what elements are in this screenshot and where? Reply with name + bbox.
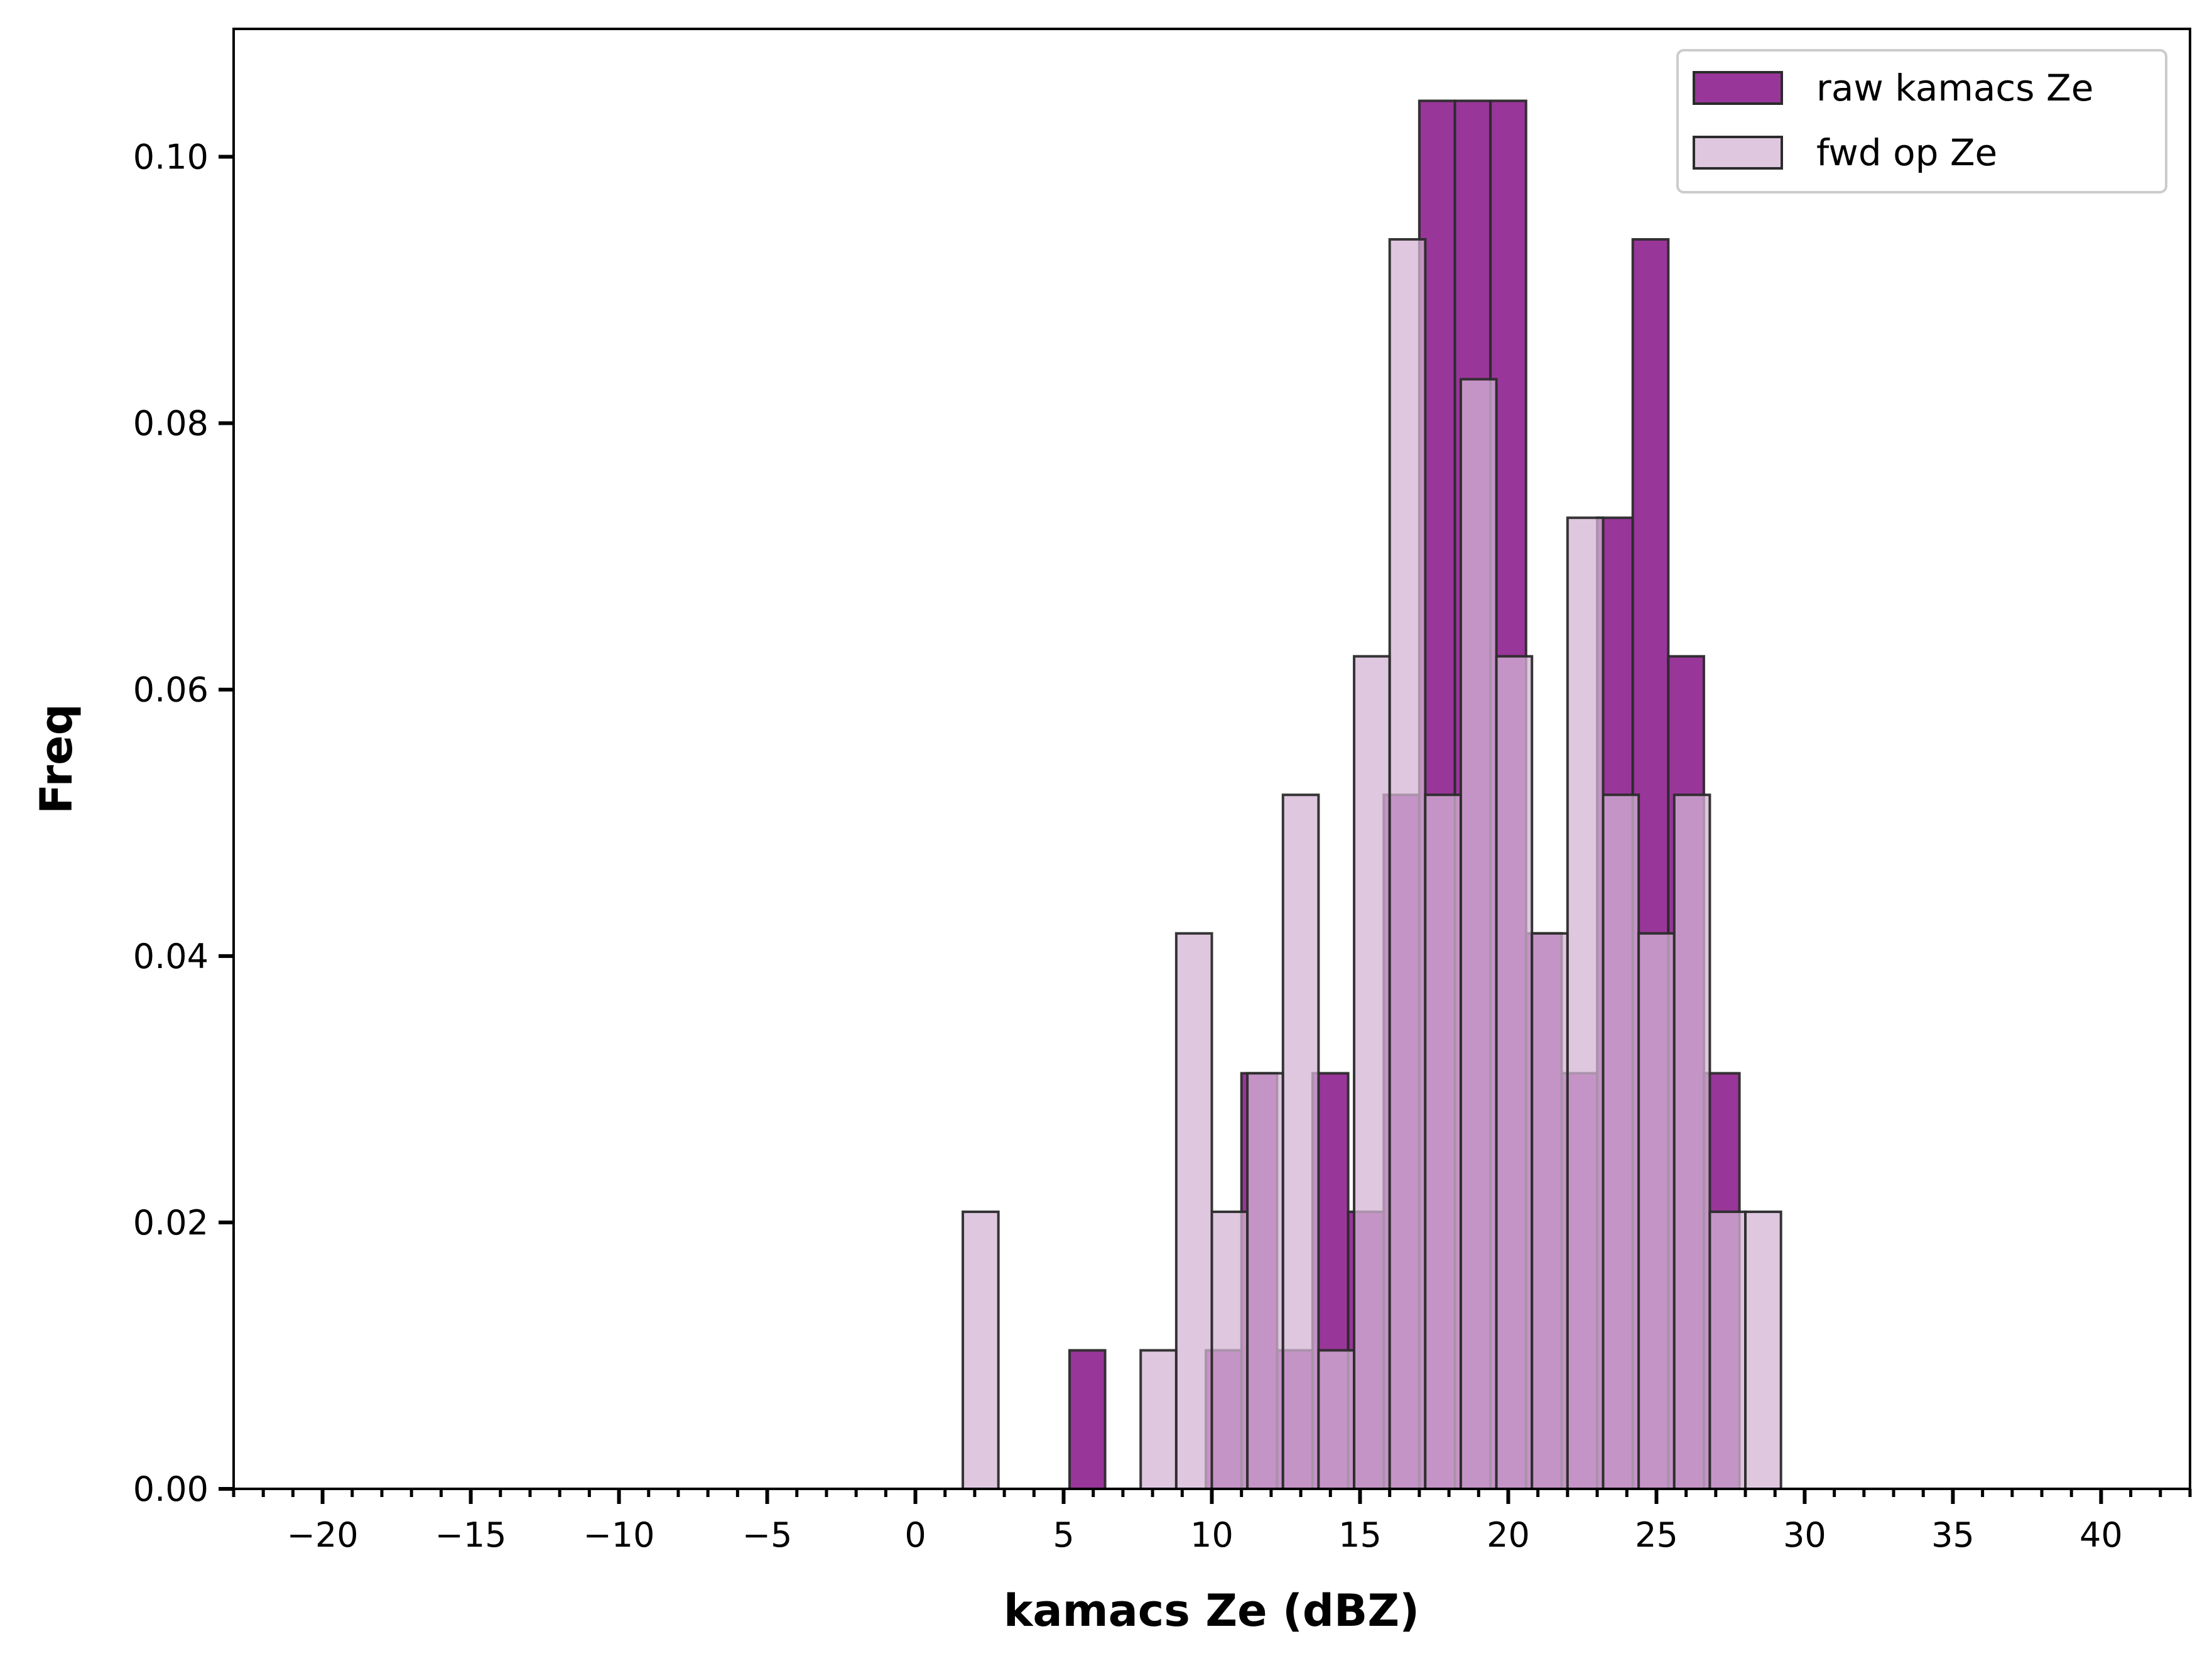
- histogram-bar: [1353, 655, 1391, 1490]
- histogram-bar: [1566, 516, 1605, 1491]
- histogram-bar: [1246, 1072, 1284, 1490]
- histogram-bar: [1708, 1210, 1747, 1490]
- y-tick-label: 0.00: [133, 1469, 209, 1509]
- x-tick-label: −5: [742, 1515, 793, 1555]
- histogram-bar: [1210, 1210, 1249, 1490]
- x-tick-label: 15: [1338, 1515, 1382, 1555]
- legend-swatch-raw-kamacs-ze: [1693, 71, 1783, 105]
- y-tick-label: 0.06: [133, 670, 209, 710]
- histogram-bar: [1459, 378, 1498, 1490]
- x-tick-label: −15: [435, 1515, 507, 1555]
- y-axis-label: Freq: [31, 704, 82, 814]
- histogram-bar: [962, 1210, 1000, 1490]
- histogram-bar: [1174, 932, 1213, 1490]
- x-tick-label: 25: [1635, 1515, 1678, 1555]
- y-tick-label: 0.08: [133, 404, 209, 444]
- x-tick-label: −20: [287, 1515, 359, 1555]
- histogram-bar: [1139, 1349, 1178, 1490]
- histogram-bar: [1602, 793, 1640, 1490]
- histogram-bar: [1673, 793, 1711, 1490]
- histogram-bar: [1281, 793, 1320, 1490]
- y-axis-ticks: 0.00 0.02 0.04 0.06 0.08 0.10: [133, 138, 234, 1509]
- series-1: [962, 238, 1782, 1491]
- x-tick-label: 5: [1053, 1515, 1074, 1555]
- legend: raw kamacs Ze fwd op Ze: [1676, 49, 2167, 193]
- legend-swatch-fwd-op-ze: [1693, 136, 1783, 170]
- y-tick-label: 0.02: [133, 1203, 209, 1243]
- x-tick-label: 30: [1783, 1515, 1826, 1555]
- histogram-bar: [1531, 932, 1569, 1490]
- x-tick-label: 35: [1931, 1515, 1975, 1555]
- x-tick-label: 10: [1190, 1515, 1233, 1555]
- histogram-bar: [1317, 1349, 1356, 1490]
- legend-frame: [1676, 49, 2167, 193]
- y-tick-label: 0.10: [133, 138, 209, 177]
- x-tick-label: −10: [583, 1515, 655, 1555]
- histogram-bar: [1424, 793, 1462, 1490]
- histogram-bar: [1388, 238, 1427, 1491]
- x-axis-ticks: −20 −15 −10 −5 0 5 10 15 20 25 30 35 40: [232, 1489, 2192, 1555]
- bars-layer: [962, 99, 1782, 1491]
- y-tick-label: 0.04: [133, 937, 209, 976]
- x-axis-label: kamacs Ze (dBZ): [1004, 1585, 1419, 1636]
- x-tick-label: 0: [904, 1515, 926, 1555]
- legend-label-raw-kamacs-ze: raw kamacs Ze: [1816, 67, 2093, 109]
- histogram-bar: [1068, 1349, 1107, 1490]
- x-tick-label: 20: [1487, 1515, 1530, 1555]
- x-tick-label: 40: [2079, 1515, 2123, 1555]
- histogram-bar: [1637, 932, 1676, 1490]
- histogram-bar: [1744, 1210, 1782, 1490]
- legend-label-fwd-op-ze: fwd op Ze: [1816, 131, 1997, 174]
- histogram-bar: [1495, 655, 1534, 1490]
